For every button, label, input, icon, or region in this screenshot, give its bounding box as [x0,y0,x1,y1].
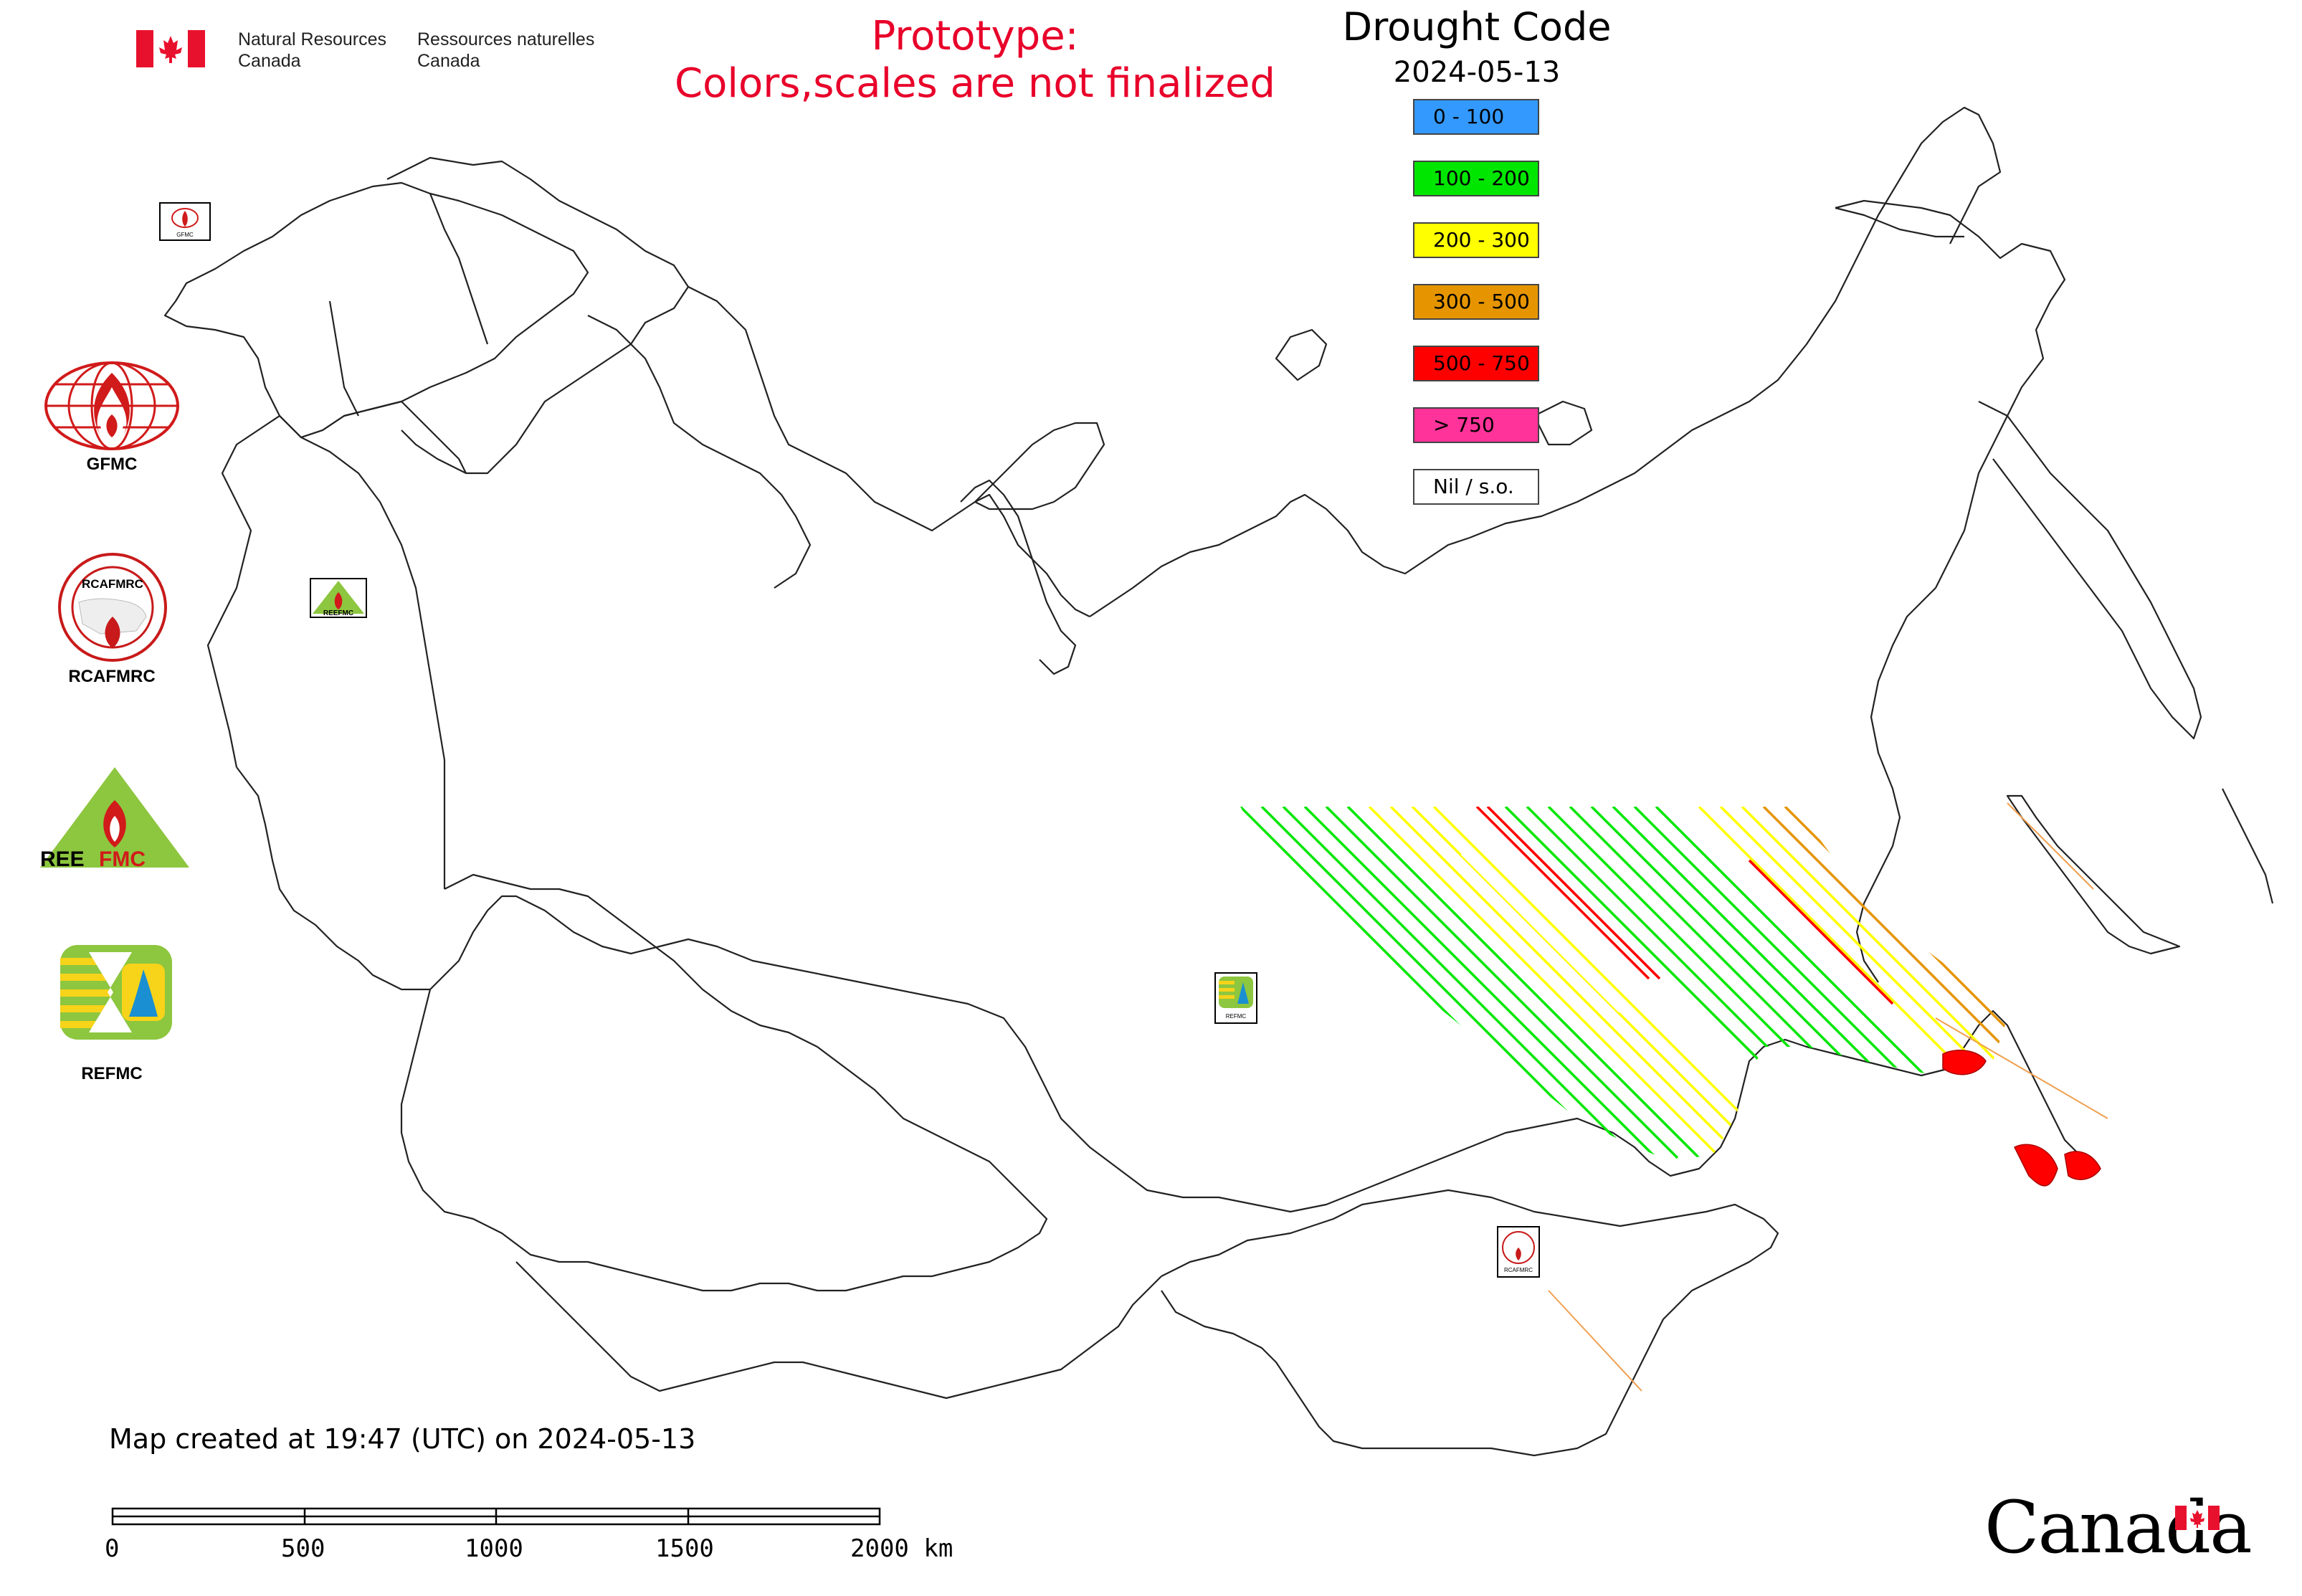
reefmc-logo-icon: REE FMC [40,767,189,871]
scale-label-500: 500 [281,1534,325,1563]
taymyr-coast [1089,493,1470,617]
scale-bar [111,1507,881,1526]
central-asia-outline [515,1261,1162,1400]
rcafmrc-label: RCAFMRC [68,667,156,686]
reefmc-map-marker-label: REEFMC [323,609,353,617]
svg-text:REE: REE [40,847,85,871]
reefmc-map-marker-icon: REEFMC [310,578,367,618]
nrcan-english-name: Natural Resources Canada [238,29,386,72]
rcafmrc-logo-icon: RCAFMRC [58,553,167,662]
east-siberian-coast [1469,106,2002,539]
arctic-coast-west [688,286,1090,617]
white-sea-outline [587,315,812,589]
scale-label-2000-km: 2000 km [850,1534,953,1563]
map-created-timestamp: Map created at 19:47 (UTC) on 2024-05-13 [109,1423,696,1455]
scale-label-0: 0 [105,1534,120,1563]
gfmc-map-marker-label: GFMC [176,232,194,238]
svg-text:FMC: FMC [99,847,146,871]
east-europe-outline [206,414,446,889]
legend-item-100-200: 100 - 200 [1413,161,1539,196]
svg-text:RCAFMRC: RCAFMRC [82,577,143,591]
new-siberian-islands-outline [1533,400,1593,446]
refmc-map-marker-label: REFMC [1226,1013,1247,1020]
legend-item-0-100: 0 - 100 [1413,99,1539,135]
refmc-map-marker-icon: REFMC [1214,972,1257,1024]
scale-label-1500: 1500 [655,1534,714,1563]
legend-item-300-500: 300 - 500 [1413,284,1539,320]
legend-item-200-300: 200 - 300 [1413,222,1539,258]
prototype-notice-line1: Prototype: [871,13,1079,60]
legend-date: 2024-05-13 [1393,56,1561,89]
scandinavia-outline [163,181,589,439]
canada-wordmark-flag-icon [2175,1506,2220,1530]
nrcan-en-line1: Natural Resources [238,29,387,49]
sakhalin-outline [2006,794,2181,955]
gfmc-map-marker-icon: GFMC [159,202,211,241]
russia-southern-border [236,766,2080,1213]
okhotsk-coast [1855,587,1936,983]
legend-item-500-750: 500 - 750 [1413,346,1539,381]
refmc-label: REFMC [81,1064,143,1083]
nrcan-french-name: Ressources naturelles Canada [417,29,594,72]
severnaya-zemlya-outline [1275,328,1328,381]
rcafmrc-map-marker-icon: RCAFMRC [1497,1226,1540,1278]
inner-border-2 [1835,206,1964,238]
gfmc-label: GFMC [86,455,138,474]
legend-item-nil: Nil / s.o. [1413,469,1539,505]
yamal-outline [960,479,1077,675]
kuril-islands-outline [2222,788,2274,904]
scale-label-1000: 1000 [465,1534,523,1563]
gfmc-logo-icon [44,361,179,450]
refmc-logo-icon [60,945,172,1040]
kamchatka-outline [1978,401,2202,740]
rcafmrc-map-marker-label: RCAFMRC [1504,1267,1533,1273]
baltic-outline [300,400,467,474]
chukotka-outline [1835,199,2066,589]
kazakhstan-outline [400,873,1048,1292]
kola-peninsula-outline [386,156,690,475]
mongolia-outline [1161,1189,1779,1457]
novaya-zemlya-outline [974,422,1105,510]
drought-code-raster [1240,802,2108,1392]
canada-flag-icon [136,30,205,67]
nrcan-en-line2: Canada [238,51,301,71]
legend-title: Drought Code [1342,4,1612,49]
nrcan-fr-line1: Ressources naturelles [417,29,595,49]
legend-item-over-750: > 750 [1413,407,1539,443]
nrcan-fr-line2: Canada [417,51,480,71]
prototype-notice-line2: Colors,scales are not finalized [675,60,1275,107]
inner-border-1 [328,193,489,417]
